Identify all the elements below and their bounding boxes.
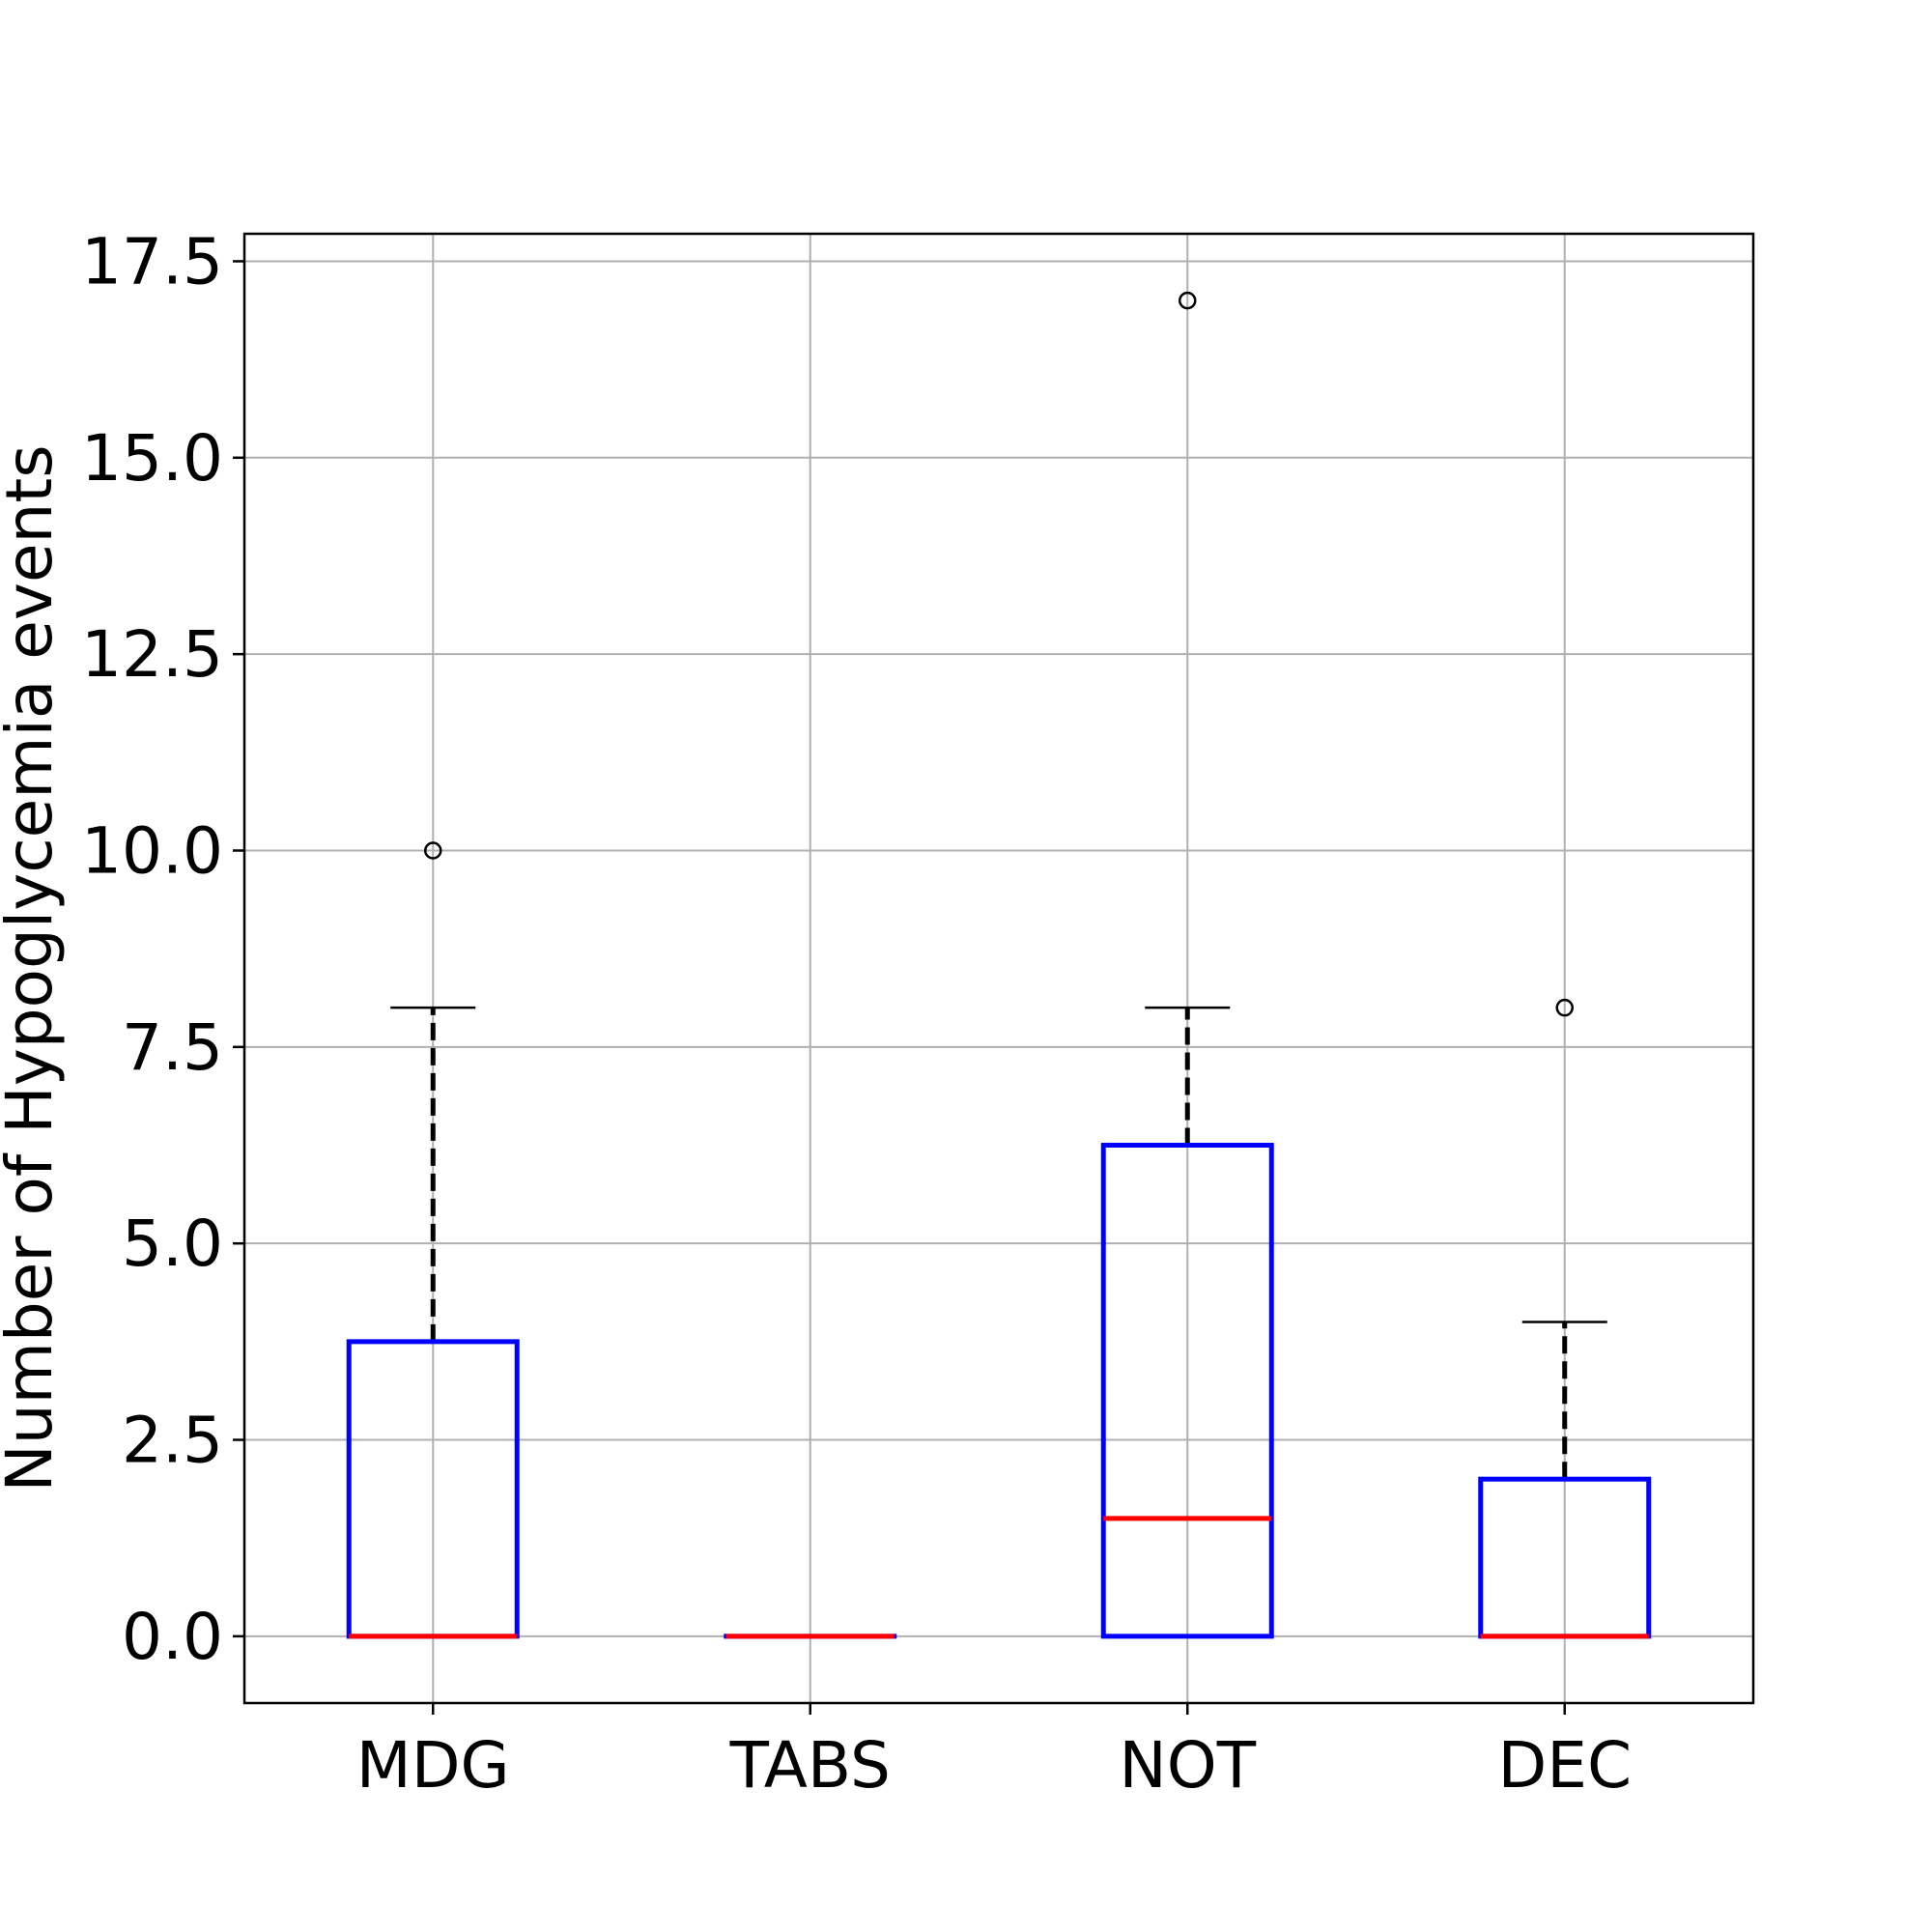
boxes [346,291,1652,1639]
plot-area-frame [242,232,1755,1705]
box-group-mdg [346,841,520,1639]
y-tick-label: 10.0 [81,813,223,888]
x-axis-ticks: MDG TABS NOT DEC [356,1703,1632,1803]
y-tick-label: 7.5 [122,1010,223,1085]
y-axis-ticks: 0.0 2.5 5.0 7.5 10.0 12.5 15.0 17.5 [81,224,244,1674]
y-tick-label: 2.5 [122,1404,223,1478]
y-tick-label: 12.5 [81,617,223,692]
box-iqr [1100,1143,1274,1639]
y-tick-label: 5.0 [122,1207,223,1281]
x-tick-label-mdg: MDG [356,1728,510,1803]
x-tick-label-not: NOT [1119,1728,1256,1803]
x-tick-label-dec: DEC [1497,1728,1632,1803]
outlier-point [1179,291,1197,310]
outlier-point [424,841,442,860]
y-tick-label: 15.0 [81,421,223,496]
outlier-point [1555,998,1574,1017]
grid [244,234,1753,1703]
y-tick-label: 17.5 [81,224,223,298]
x-tick-label-tabs: TABS [729,1728,891,1803]
y-tick-label: 0.0 [122,1600,223,1674]
box-group-not [1100,291,1274,1639]
box-group-dec [1478,998,1652,1639]
y-axis-label: Number of Hypoglycemia events [0,444,67,1492]
